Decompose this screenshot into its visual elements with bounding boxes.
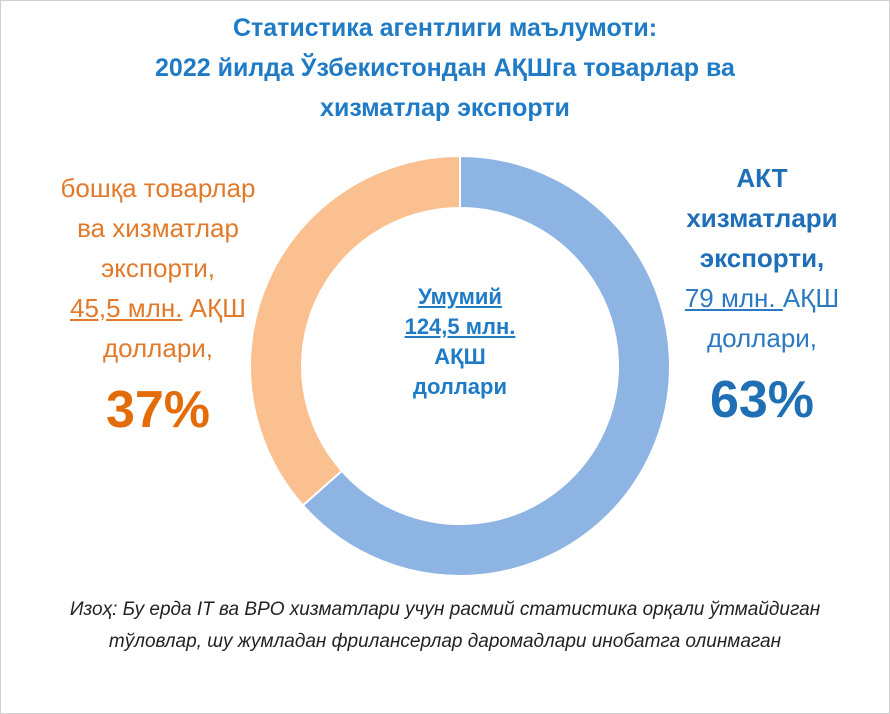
ict-line-1: АКТ xyxy=(736,163,788,193)
center-line-1: Умумий xyxy=(418,284,502,309)
ict-currency: АҚШ xyxy=(782,283,840,313)
footnote-line-2: тўловлар, шу жумладан фрилансерлар даром… xyxy=(108,631,782,652)
center-line-4: доллари xyxy=(412,374,507,399)
title-line-2: 2022 йилда Ўзбекистондан АҚШга товарлар … xyxy=(155,54,735,82)
ict-line-2: хизматлари xyxy=(686,203,838,233)
ict-amount: 79 млн. xyxy=(684,283,783,313)
ict-percent: 63% xyxy=(709,371,815,429)
title-line-3: хизматлар экспорти xyxy=(320,94,570,122)
center-line-2: 124,5 млн. xyxy=(404,314,516,339)
other-line-5: доллари, xyxy=(102,333,214,363)
label-ict-exports: АКТ хизматлари экспорти, 79 млн. АҚШ дол… xyxy=(662,158,862,434)
other-line-4: 45,5 млн. АҚШ xyxy=(20,288,296,328)
ict-line-5: доллари, xyxy=(706,323,818,353)
label-other-exports: бошқа товарлар ва хизматлар экспорти, 45… xyxy=(20,168,296,444)
footnote-line-1: Изоҳ: Бу ерда IT ва BPO хизматлари учун … xyxy=(69,599,821,620)
slice-other-goods-services xyxy=(249,154,461,507)
title-line-1: Статистика агентлиги маълумоти: xyxy=(232,14,658,42)
other-line-1: бошқа товарлар xyxy=(60,173,256,203)
ict-line-4: 79 млн. АҚШ xyxy=(662,278,862,318)
other-line-3: экспорти, xyxy=(100,253,216,283)
other-currency: АҚШ xyxy=(182,293,246,323)
slice-ict-services xyxy=(301,154,671,577)
center-total-label: Умумий 124,5 млн. АҚШ доллари xyxy=(360,282,560,402)
chart-title: Статистика агентлиги маълумоти: 2022 йил… xyxy=(0,8,890,128)
other-percent: 37% xyxy=(105,381,211,439)
footnote: Изоҳ: Бу ерда IT ва BPO хизматлари учун … xyxy=(20,594,870,658)
center-line-3: АҚШ xyxy=(434,344,486,369)
ict-line-3: экспорти, xyxy=(699,243,825,273)
other-amount: 45,5 млн. xyxy=(69,293,183,323)
other-line-2: ва хизматлар xyxy=(77,213,239,243)
